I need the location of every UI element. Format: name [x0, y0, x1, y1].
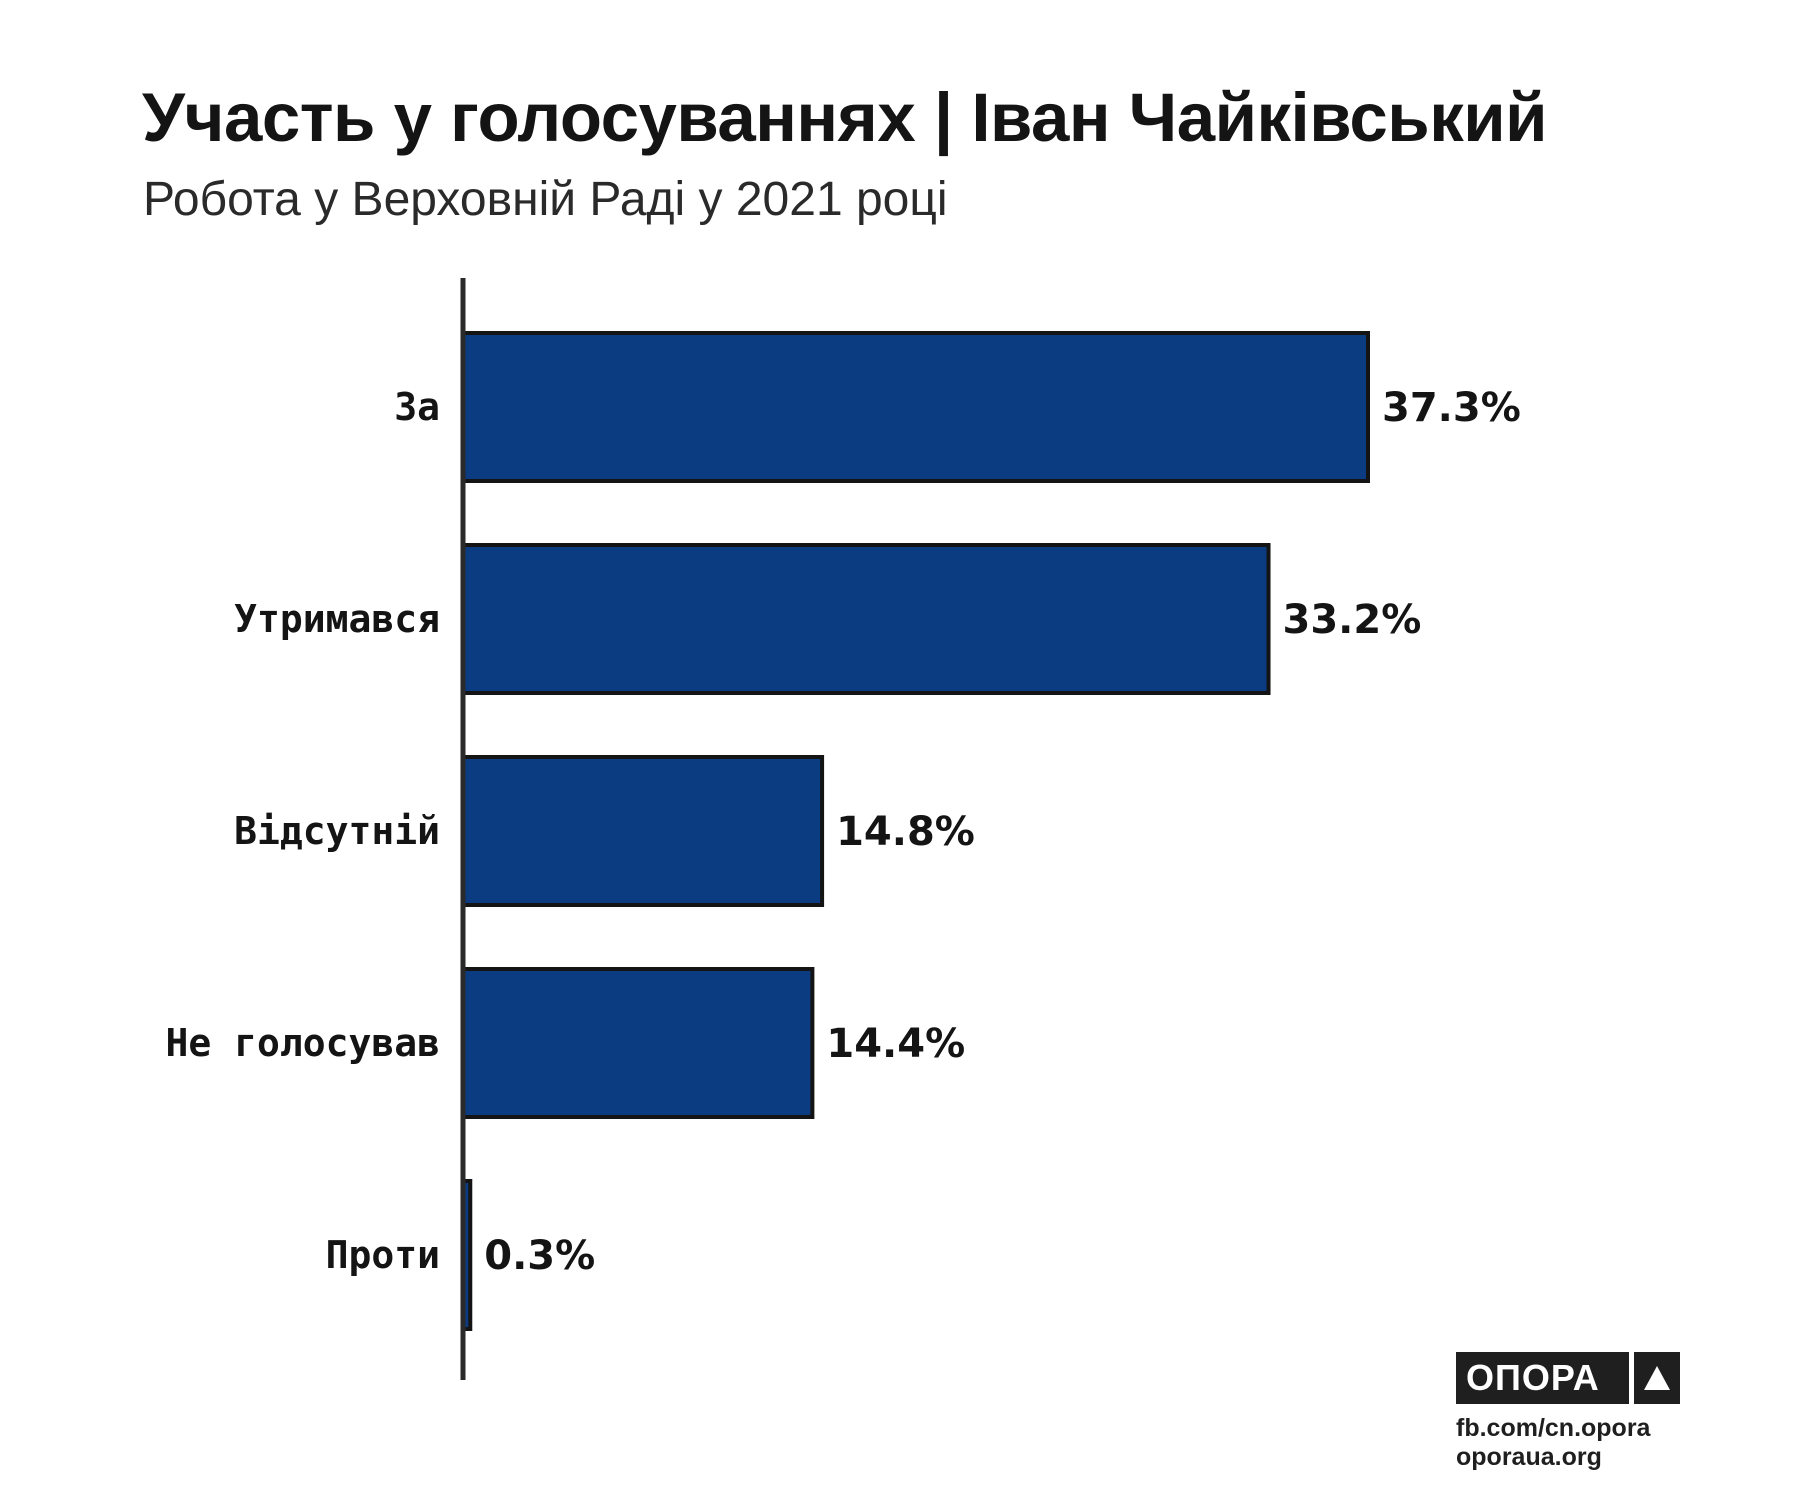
value-label: 14.8%	[836, 809, 975, 855]
value-label: 14.4%	[826, 1021, 965, 1067]
triangle-icon	[1634, 1352, 1680, 1404]
opora-logo: ОПОРА fb.com/cn.opora oporaua.org	[1456, 1352, 1680, 1472]
bar	[461, 967, 815, 1119]
bar	[461, 331, 1370, 483]
category-label: Не голосував	[165, 1021, 440, 1065]
category-label: Утримався	[234, 597, 440, 641]
bar	[461, 755, 825, 907]
chart-subtitle: Робота у Верховній Раді у 2021 році	[143, 173, 948, 226]
chart-title: Участь у голосуваннях | Іван Чайківський	[142, 79, 1548, 156]
bar	[461, 543, 1271, 695]
value-label: 37.3%	[1382, 385, 1521, 431]
logo-divider	[1629, 1352, 1634, 1404]
category-label: Проти	[326, 1233, 440, 1277]
category-label: За	[394, 385, 440, 429]
facebook-link: fb.com/cn.opora	[1456, 1414, 1651, 1442]
logo-wordmark: ОПОРА	[1466, 1357, 1600, 1398]
bars-layer: За 37.3% Утримався 33.2% Відсутній 14.8% Не го…	[165, 331, 1521, 1331]
logo-badge: ОПОРА	[1456, 1352, 1680, 1404]
website-link: oporaua.org	[1456, 1443, 1602, 1471]
category-label: Відсутній	[234, 809, 440, 853]
value-label: 0.3%	[484, 1233, 595, 1279]
value-label: 33.2%	[1283, 597, 1422, 643]
